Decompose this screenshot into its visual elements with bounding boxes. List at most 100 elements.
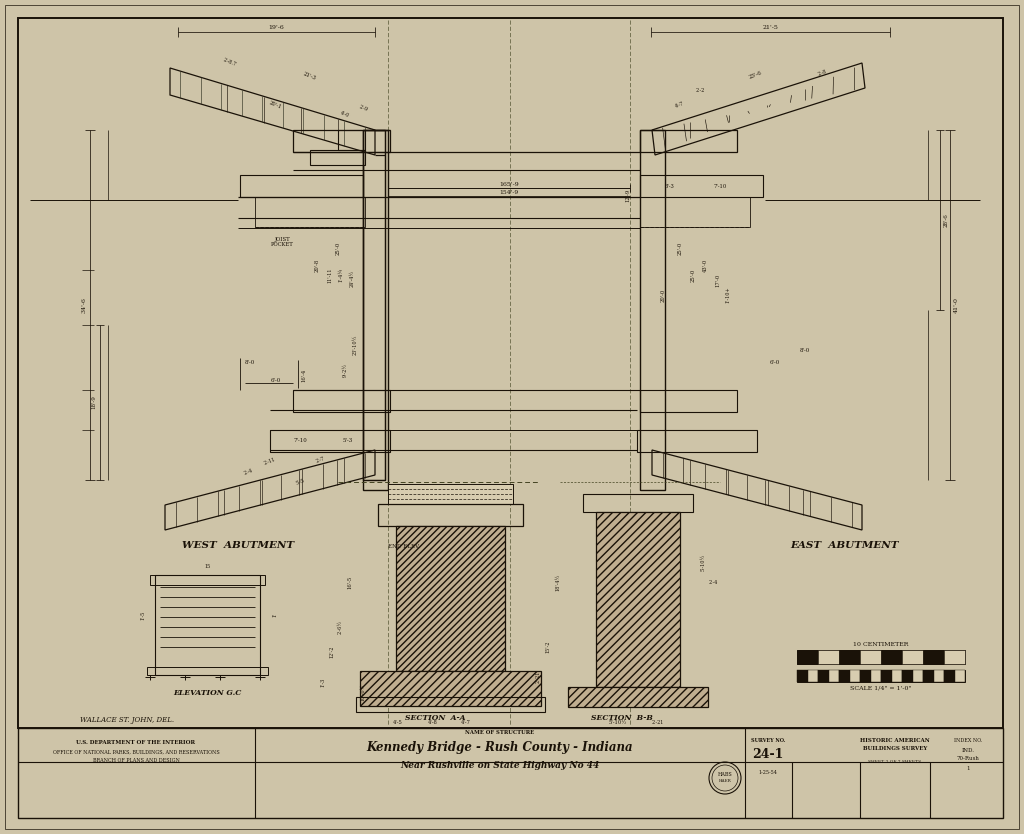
- Text: 10'-0½: 10'-0½: [360, 683, 366, 701]
- Bar: [640, 197, 750, 227]
- Text: 17'-0: 17'-0: [716, 274, 721, 287]
- Text: 21'-3: 21'-3: [303, 71, 317, 81]
- Text: HAER: HAER: [719, 779, 731, 783]
- Text: 10 CENTIMETER: 10 CENTIMETER: [853, 641, 908, 646]
- Text: 2'-7: 2'-7: [314, 456, 326, 464]
- Text: 1'-3: 1'-3: [321, 677, 326, 686]
- Text: 19'-6: 19'-6: [268, 24, 285, 29]
- Bar: [18, 728, 1002, 818]
- Text: 16'-5: 16'-5: [347, 575, 352, 589]
- Bar: [850, 670, 860, 682]
- Text: 2'-4: 2'-4: [243, 468, 253, 476]
- Text: 2'-11: 2'-11: [263, 456, 276, 465]
- Text: 15: 15: [205, 565, 211, 570]
- Text: 2'-21: 2'-21: [536, 671, 541, 683]
- Bar: [150, 575, 265, 585]
- Text: 2'-9: 2'-9: [357, 104, 369, 112]
- Text: 25'-0: 25'-0: [336, 241, 341, 254]
- Text: 4'-7: 4'-7: [461, 720, 471, 725]
- Text: 20'-8: 20'-8: [314, 259, 319, 272]
- Text: SCALE 1/4" = 1'-0": SCALE 1/4" = 1'-0": [850, 686, 911, 691]
- Bar: [902, 670, 912, 682]
- Bar: [155, 575, 260, 675]
- Text: 2'-2: 2'-2: [695, 88, 705, 93]
- Text: NAME OF STRUCTURE: NAME OF STRUCTURE: [466, 731, 535, 736]
- Bar: [808, 670, 818, 682]
- Text: 11'-11: 11'-11: [328, 267, 333, 283]
- Text: BUILDINGS SURVEY: BUILDINGS SURVEY: [863, 746, 927, 751]
- Bar: [362, 130, 388, 490]
- Text: 1-25-54: 1-25-54: [759, 770, 777, 775]
- Bar: [923, 670, 934, 682]
- Bar: [912, 670, 923, 682]
- Bar: [881, 650, 902, 664]
- Text: 1: 1: [967, 766, 970, 771]
- Bar: [388, 484, 513, 504]
- Text: 12'-9: 12'-9: [626, 188, 631, 202]
- Text: U.S. DEPARTMENT OF THE INTERIOR: U.S. DEPARTMENT OF THE INTERIOR: [77, 741, 196, 746]
- Text: Near Rushville on State Highway No 44: Near Rushville on State Highway No 44: [400, 761, 600, 770]
- Bar: [797, 670, 965, 682]
- Text: 4'-8: 4'-8: [428, 720, 438, 725]
- Text: 20'-1: 20'-1: [268, 100, 282, 110]
- Bar: [568, 687, 708, 707]
- Text: 2'-21: 2'-21: [652, 720, 665, 725]
- Bar: [596, 512, 680, 687]
- Bar: [362, 130, 385, 480]
- Text: 2'-8: 2'-8: [817, 69, 827, 77]
- Text: 5'-10½: 5'-10½: [700, 554, 706, 570]
- Bar: [640, 130, 737, 152]
- Bar: [637, 430, 757, 452]
- Bar: [797, 670, 808, 682]
- Text: INDEX NO.: INDEX NO.: [953, 737, 982, 742]
- Text: 154'-9: 154'-9: [500, 189, 518, 194]
- Text: 4'-7: 4'-7: [675, 101, 685, 109]
- Text: 23'-6: 23'-6: [748, 70, 762, 80]
- Text: 9'-2½: 9'-2½: [342, 363, 347, 377]
- Bar: [860, 670, 870, 682]
- Bar: [360, 671, 541, 706]
- Text: HISTORIC AMERICAN: HISTORIC AMERICAN: [860, 737, 930, 742]
- Bar: [640, 175, 763, 197]
- Text: Kennedy Bridge - Rush County - Indiana: Kennedy Bridge - Rush County - Indiana: [367, 741, 633, 755]
- Text: SECTION  A-A: SECTION A-A: [404, 714, 465, 722]
- Text: 18'-9: 18'-9: [91, 395, 96, 409]
- Bar: [293, 390, 390, 412]
- Text: SURVEY NO.: SURVEY NO.: [751, 737, 785, 742]
- Text: JOIST
POCKET: JOIST POCKET: [270, 237, 293, 248]
- Bar: [356, 697, 545, 712]
- Text: WALLACE ST. JOHN, DEL.: WALLACE ST. JOHN, DEL.: [80, 716, 174, 724]
- Text: 165'-9: 165'-9: [499, 182, 519, 187]
- Text: 25'-0: 25'-0: [678, 241, 683, 254]
- Bar: [240, 175, 362, 197]
- Bar: [818, 670, 828, 682]
- Text: 1'-4¼: 1'-4¼: [339, 268, 343, 282]
- Text: 41'-0: 41'-0: [953, 297, 958, 313]
- Text: WEST  ABUTMENT: WEST ABUTMENT: [182, 541, 294, 550]
- Text: 5'-5: 5'-5: [295, 478, 305, 486]
- Bar: [147, 667, 268, 675]
- Text: 2'-4: 2'-4: [709, 580, 718, 585]
- Text: 21'-5: 21'-5: [763, 24, 778, 29]
- Text: 28'-6: 28'-6: [943, 214, 948, 227]
- Text: 15'-2: 15'-2: [546, 641, 551, 653]
- Bar: [828, 670, 839, 682]
- Bar: [640, 130, 665, 490]
- Text: SECTION  B-B: SECTION B-B: [591, 714, 653, 722]
- Bar: [839, 650, 860, 664]
- Text: 3'-3: 3'-3: [665, 183, 675, 188]
- Text: 6'-0: 6'-0: [770, 359, 780, 364]
- Bar: [18, 18, 1002, 728]
- Bar: [892, 670, 902, 682]
- Bar: [270, 430, 390, 452]
- Text: 2'-6½: 2'-6½: [338, 620, 342, 634]
- Text: 70-Rush: 70-Rush: [956, 756, 979, 761]
- Text: 20'-0: 20'-0: [660, 289, 666, 302]
- Bar: [338, 130, 365, 150]
- Text: 16'-4: 16'-4: [301, 369, 306, 382]
- Bar: [954, 670, 965, 682]
- Text: EAST  ABUTMENT: EAST ABUTMENT: [791, 541, 899, 550]
- Bar: [923, 650, 944, 664]
- Bar: [934, 670, 944, 682]
- Text: 1': 1': [272, 613, 278, 617]
